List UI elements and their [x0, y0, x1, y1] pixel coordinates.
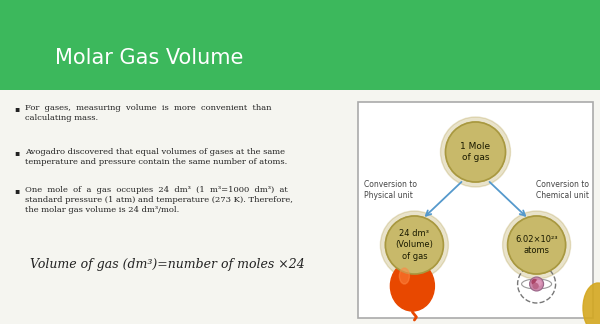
Circle shape [385, 216, 443, 274]
Circle shape [530, 277, 544, 291]
Text: Molar Gas Volume: Molar Gas Volume [55, 48, 244, 68]
Circle shape [532, 280, 537, 284]
Text: For  gases,  measuring  volume  is  more  convenient  than
calculating mass.: For gases, measuring volume is more conv… [25, 104, 271, 122]
Bar [0, 90, 600, 324]
Circle shape [445, 122, 505, 182]
Circle shape [533, 284, 538, 288]
Circle shape [508, 216, 566, 274]
Circle shape [385, 216, 443, 274]
Circle shape [536, 281, 541, 285]
Text: ▪: ▪ [14, 186, 19, 195]
Ellipse shape [391, 261, 434, 311]
Circle shape [445, 122, 505, 182]
Bar [0, 0, 600, 90]
Text: One  mole  of  a  gas  occupies  24  dm³  (1  m³=1000  dm³)  at
standard pressur: One mole of a gas occupies 24 dm³ (1 m³=… [25, 186, 293, 214]
FancyBboxPatch shape [358, 102, 593, 318]
Text: 1 Mole
of gas: 1 Mole of gas [460, 142, 491, 162]
Text: Volume of gas (dm³)=number of moles ×24: Volume of gas (dm³)=number of moles ×24 [30, 258, 305, 271]
Text: Conversion to
Chemical unit: Conversion to Chemical unit [536, 180, 589, 200]
Ellipse shape [583, 283, 600, 324]
Text: 24 dm³
(Volume)
of gas: 24 dm³ (Volume) of gas [395, 229, 433, 260]
Text: ▪: ▪ [14, 148, 19, 157]
Circle shape [503, 211, 571, 279]
Text: Avogadro discovered that equal volumes of gases at the same
temperature and pres: Avogadro discovered that equal volumes o… [25, 148, 287, 166]
Circle shape [508, 216, 566, 274]
Text: ▪: ▪ [14, 104, 19, 113]
Ellipse shape [400, 268, 409, 284]
Circle shape [440, 117, 511, 187]
Text: 6.02×10²³
atoms: 6.02×10²³ atoms [515, 235, 558, 255]
Circle shape [380, 211, 448, 279]
Text: Conversion to
Physical unit: Conversion to Physical unit [364, 180, 417, 200]
